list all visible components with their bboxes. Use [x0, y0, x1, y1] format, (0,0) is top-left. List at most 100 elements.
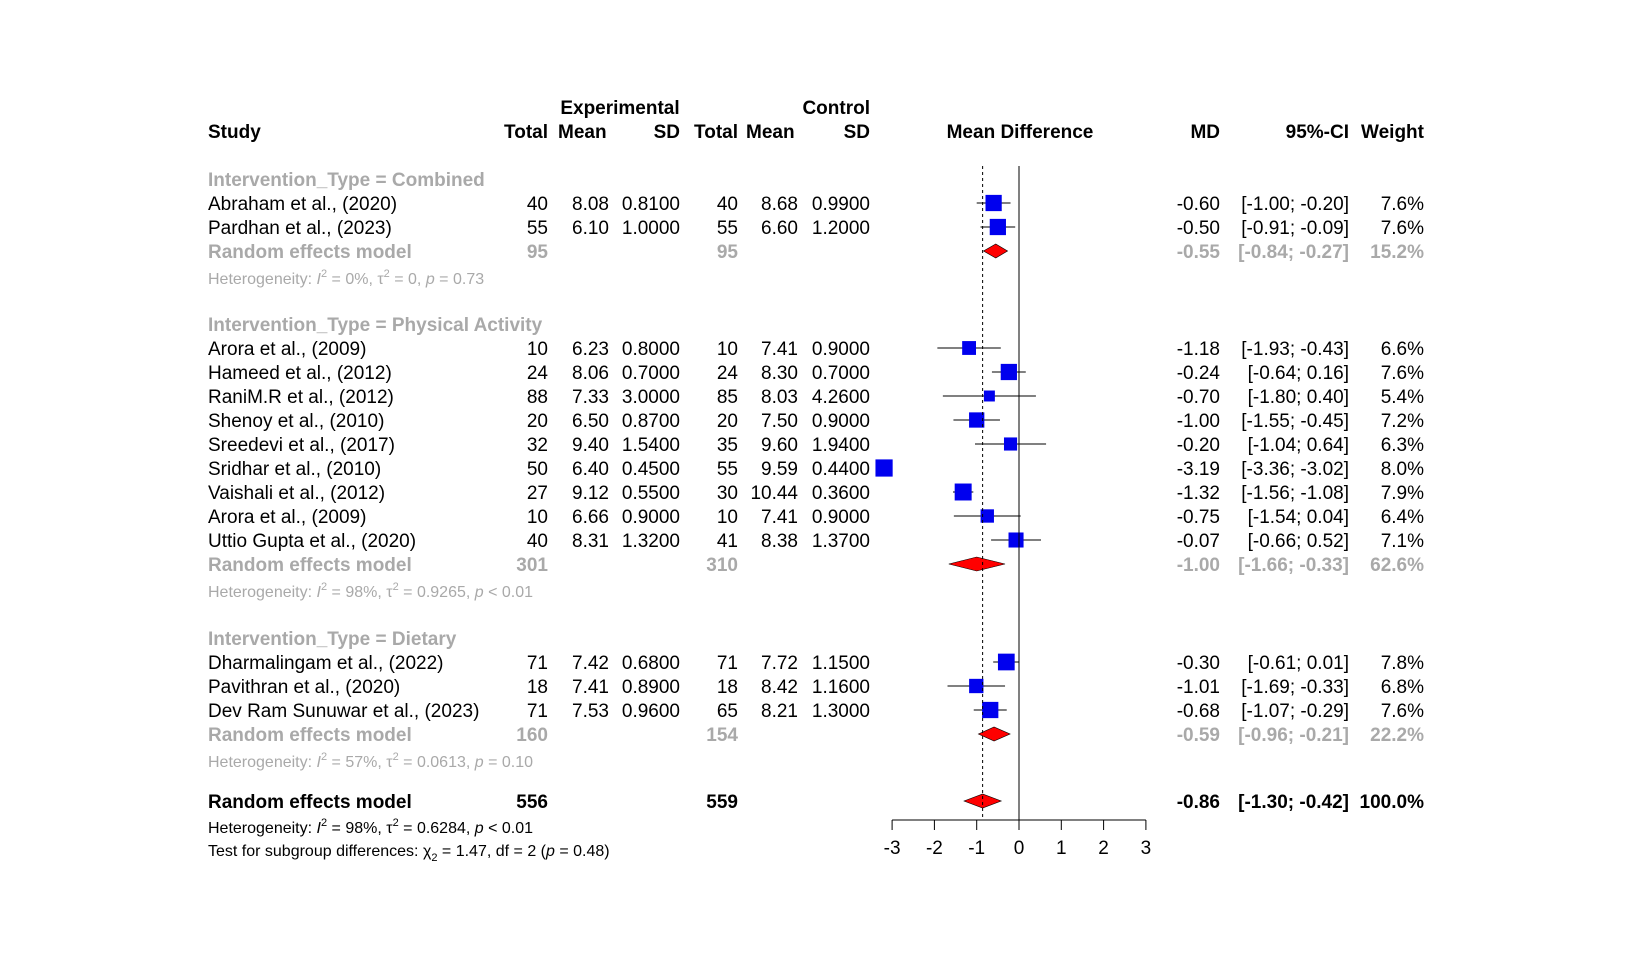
subgroup-heterogeneity: Heterogeneity: I2 = 0%, τ2 = 0, p = 0.73 — [208, 268, 484, 288]
total-control: 10 — [717, 507, 738, 528]
total-experimental: 27 — [527, 483, 548, 504]
x-tick-label: 3 — [1141, 838, 1152, 859]
md-value: -0.24 — [1177, 363, 1221, 384]
subgroup-pooled-row: Random effects model 95 95 -0.55 [-0.84; -0.… — [208, 242, 1424, 263]
overall-pooled-row: Random effects model 556 559 -0.86 [-1.30; -… — [208, 792, 1424, 813]
sd-control: 0.3600 — [812, 483, 870, 504]
weight-value: 7.9% — [1381, 483, 1424, 504]
header-sd-control: SD — [844, 122, 870, 143]
study-name: Pardhan et al., (2023) — [208, 218, 392, 239]
mean-control: 8.42 — [761, 677, 798, 698]
sd-experimental: 1.3200 — [622, 531, 680, 552]
mean-experimental: 8.06 — [572, 363, 609, 384]
study-square — [980, 509, 994, 523]
study-name: Hameed et al., (2012) — [208, 363, 392, 384]
pooled-total-control: 154 — [706, 725, 738, 746]
study-name: Arora et al., (2009) — [208, 339, 366, 360]
md-value: -0.30 — [1177, 653, 1220, 674]
sd-control: 0.4400 — [812, 459, 870, 480]
sd-control: 4.2600 — [812, 387, 870, 408]
sd-control: 1.3700 — [812, 531, 870, 552]
ci-value: [-1.69; -0.33] — [1241, 677, 1349, 698]
sd-experimental: 0.6800 — [622, 653, 680, 674]
study-square — [989, 218, 1006, 236]
sd-control: 0.9900 — [812, 194, 870, 215]
pooled-diamond — [977, 726, 1011, 742]
mean-control: 8.68 — [761, 194, 798, 215]
mean-control: 7.41 — [761, 507, 798, 528]
pooled-label: Random effects model — [208, 792, 412, 813]
study-name: Sridhar et al., (2010) — [208, 459, 381, 480]
ci-value: [-1.56; -1.08] — [1241, 483, 1349, 504]
header-total-control: Total — [694, 122, 738, 143]
mean-experimental: 6.50 — [572, 411, 609, 432]
sd-control: 0.7000 — [812, 363, 870, 384]
table-row: RaniM.R et al., (2012) 88 7.33 3.0000 85 8.03… — [208, 387, 1424, 408]
table-row: Hameed et al., (2012) 24 8.06 0.7000 24 8.30 0… — [208, 363, 1424, 384]
total-control: 41 — [717, 531, 738, 552]
weight-value: 7.8% — [1381, 653, 1424, 674]
table-row: Sridhar et al., (2010) 50 6.40 0.4500 55 9.59… — [208, 459, 1424, 480]
mean-control: 6.60 — [761, 218, 798, 239]
subgroup-heterogeneity: Heterogeneity: I2 = 57%, τ2 = 0.0613, p … — [208, 751, 533, 771]
header-sd-experimental: SD — [654, 122, 680, 143]
pooled-weight: 62.6% — [1370, 555, 1424, 576]
md-value: -0.75 — [1177, 507, 1220, 528]
pooled-md: -0.59 — [1177, 725, 1220, 746]
mean-experimental: 7.41 — [572, 677, 609, 698]
total-control: 40 — [717, 194, 738, 215]
study-square — [875, 459, 893, 477]
subgroup-label: Intervention_Type = Dietary — [208, 629, 457, 650]
total-control: 71 — [717, 653, 738, 674]
header-study: Study — [208, 122, 261, 143]
subgroup-pooled-row: Random effects model 301 310 -1.00 [-1.66; -… — [208, 555, 1424, 576]
effect-plot — [875, 166, 1047, 820]
pooled-total-control: 95 — [717, 242, 739, 263]
pooled-ci: [-0.96; -0.21] — [1238, 725, 1349, 746]
study-square — [1003, 437, 1018, 451]
header-experimental: Experimental — [560, 98, 679, 119]
pooled-diamond — [948, 556, 1006, 572]
x-tick-label: -1 — [968, 838, 985, 859]
total-experimental: 10 — [527, 339, 548, 360]
total-control: 35 — [717, 435, 738, 456]
weight-value: 6.6% — [1381, 339, 1424, 360]
study-name: Abraham et al., (2020) — [208, 194, 397, 215]
weight-value: 7.1% — [1381, 531, 1424, 552]
weight-value: 8.0% — [1381, 459, 1424, 480]
study-square — [969, 678, 984, 694]
x-tick-label: -3 — [884, 838, 901, 859]
study-square — [983, 390, 995, 402]
sd-experimental: 3.0000 — [622, 387, 680, 408]
mean-experimental: 7.53 — [572, 701, 609, 722]
sd-experimental: 1.5400 — [622, 435, 680, 456]
sd-control: 1.9400 — [812, 435, 870, 456]
header-ci: 95%-CI — [1286, 122, 1349, 143]
total-experimental: 71 — [527, 701, 548, 722]
md-value: -1.32 — [1177, 483, 1220, 504]
mean-control: 7.50 — [761, 411, 798, 432]
weight-value: 7.6% — [1381, 363, 1424, 384]
ci-value: [-1.07; -0.29] — [1241, 701, 1349, 722]
pooled-ci: [-1.30; -0.42] — [1238, 792, 1349, 813]
study-name: Uttio Gupta et al., (2020) — [208, 531, 416, 552]
total-experimental: 24 — [527, 363, 549, 384]
mean-control: 8.30 — [761, 363, 798, 384]
mean-experimental: 6.23 — [572, 339, 609, 360]
weight-value: 6.3% — [1381, 435, 1424, 456]
md-value: -0.20 — [1177, 435, 1220, 456]
header-weight: Weight — [1361, 122, 1425, 143]
pooled-total-experimental: 95 — [527, 242, 549, 263]
total-control: 20 — [717, 411, 738, 432]
pooled-md: -0.55 — [1177, 242, 1221, 263]
weight-value: 6.4% — [1381, 507, 1424, 528]
total-experimental: 32 — [527, 435, 548, 456]
pooled-weight: 15.2% — [1370, 242, 1424, 263]
total-control: 55 — [717, 218, 738, 239]
ci-value: [-0.91; -0.09] — [1241, 218, 1349, 239]
mean-control: 8.21 — [761, 701, 798, 722]
header-mean-difference: Mean Difference — [947, 122, 1094, 143]
subgroup-label: Intervention_Type = Physical Activity — [208, 315, 543, 336]
study-name: Dev Ram Sunuwar et al., (2023) — [208, 701, 479, 722]
